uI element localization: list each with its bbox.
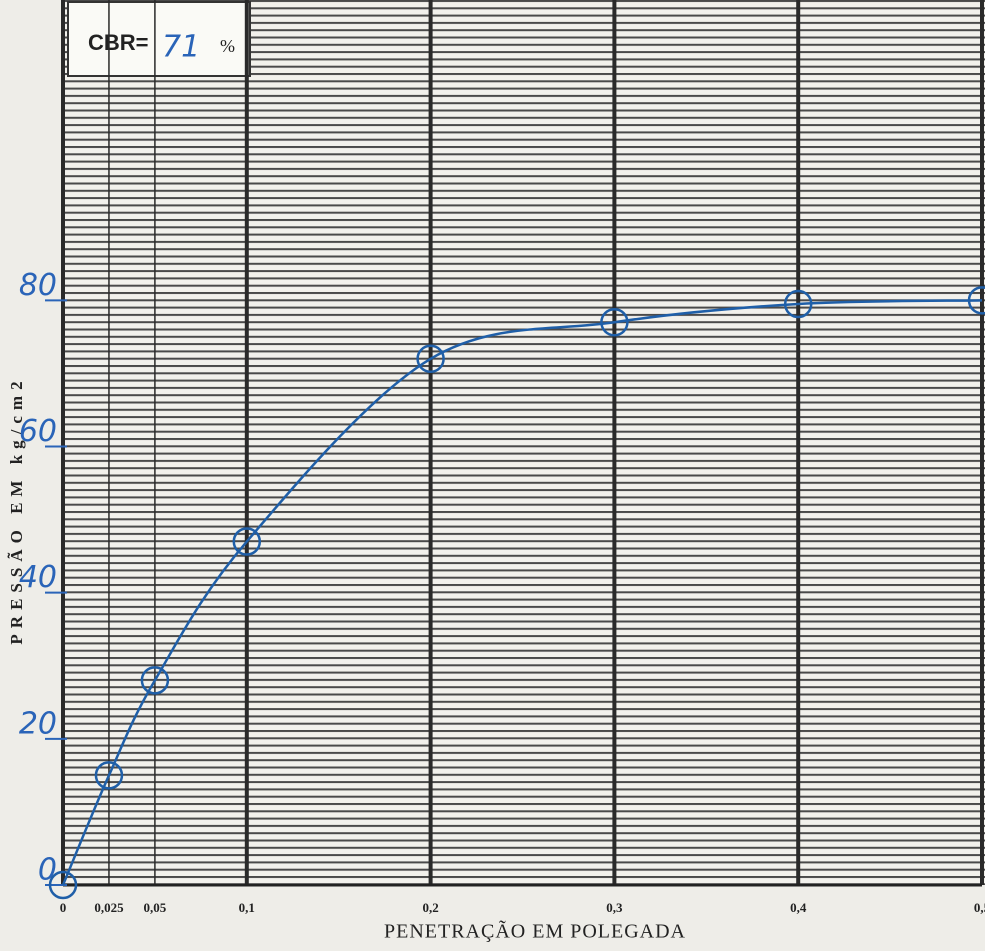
y-tick-label: 40 [19, 560, 57, 595]
y-tick-label: 60 [19, 414, 57, 449]
x-tick-label: 0,5 [974, 900, 985, 915]
x-tick-label: 0,3 [606, 900, 623, 915]
point [783, 289, 813, 319]
x-tick-label: 0,05 [144, 900, 167, 915]
paper-grid [63, 0, 985, 885]
x-tick-label: 0 [60, 900, 67, 915]
point [600, 308, 629, 337]
point [140, 666, 170, 695]
annotation-box [67, 1, 251, 77]
x-tick-label: 0,2 [422, 900, 438, 915]
point [232, 527, 262, 556]
point [48, 870, 78, 900]
x-tick-label: 0,4 [790, 900, 807, 915]
y-tick-label: 0 [38, 853, 57, 888]
y-tick-label: 80 [19, 268, 57, 303]
annotation-value: 71 [162, 30, 200, 65]
annotation-prefix: CBR= [88, 30, 149, 55]
y-axis-label: PRESSÃO EM kg/cm2 [7, 375, 26, 644]
x-tick-label: 0,1 [239, 900, 255, 915]
point [416, 344, 445, 374]
y-tick-label: 20 [19, 706, 57, 741]
point [967, 286, 985, 315]
x-tick-label: 0,025 [94, 900, 124, 915]
annotation-unit: % [220, 36, 235, 56]
x-axis-label: PENETRAÇÃO EM POLEGADA [384, 919, 686, 943]
point [94, 761, 124, 790]
